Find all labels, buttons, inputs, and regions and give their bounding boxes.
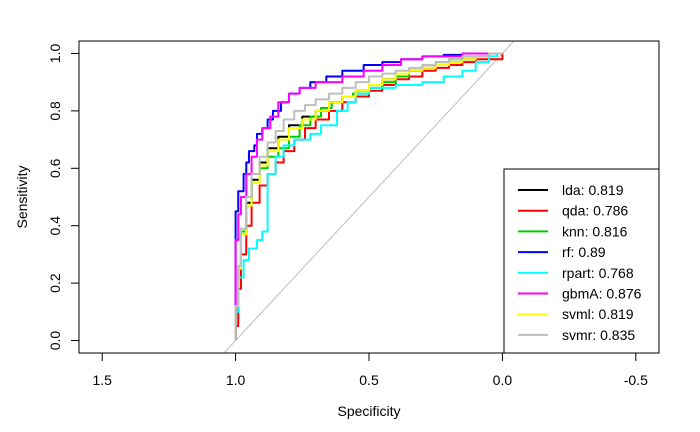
legend: lda: 0.819 qda: 0.786 knn: 0.816 rf: 0.89 rp… — [503, 168, 660, 354]
legend-box — [503, 168, 660, 354]
y-tick-label: 0.8 — [47, 101, 63, 121]
series-line-gbmA — [234, 52, 503, 341]
series-line-rpart — [234, 52, 503, 341]
legend-label-lda: lda: 0.819 — [562, 182, 624, 198]
legend-label-qda: qda: 0.786 — [562, 203, 628, 219]
legend-label-rf: rf: 0.89 — [562, 244, 606, 260]
y-tick-label: 0.2 — [47, 273, 63, 293]
y-tick-label: 0.0 — [47, 331, 63, 351]
series-line-svmr — [234, 52, 503, 341]
x-axis-label: Specificity — [337, 403, 400, 419]
legend-label-svml: svml: 0.819 — [562, 306, 634, 322]
x-tick-label: 1.5 — [92, 372, 112, 388]
series-layer — [234, 52, 504, 341]
legend-label-svmr: svmr: 0.835 — [562, 327, 635, 343]
series-line-svml — [234, 52, 503, 341]
legend-label-rpart: rpart: 0.768 — [562, 265, 634, 281]
y-tick-label: 0.6 — [47, 158, 63, 178]
y-tick-label: 0.4 — [47, 216, 63, 236]
x-tick-label: 0.0 — [493, 372, 513, 388]
y-axis-label: Sensitivity — [14, 165, 30, 228]
x-tick-label: -0.5 — [624, 372, 648, 388]
y-axis: 0.0 0.2 0.4 0.6 0.8 1.0 — [47, 44, 80, 351]
x-axis: 1.5 1.0 0.5 0.0 -0.5 — [92, 352, 648, 388]
x-tick-label: 0.5 — [359, 372, 379, 388]
legend-label-gbmA: gbmA: 0.876 — [562, 286, 642, 302]
plot-area — [223, 41, 515, 353]
reference-diagonal — [223, 41, 515, 353]
reference-layer — [223, 41, 515, 353]
legend-label-knn: knn: 0.816 — [562, 223, 628, 239]
x-tick-label: 1.0 — [226, 372, 246, 388]
y-tick-label: 1.0 — [47, 44, 63, 64]
